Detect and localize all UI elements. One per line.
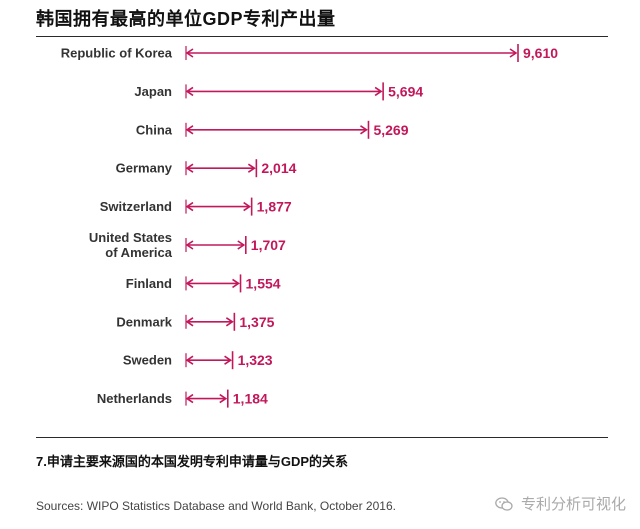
top-rule xyxy=(36,36,608,37)
category-label: United States of America xyxy=(89,230,173,260)
value-label: 1,375 xyxy=(239,314,274,330)
category-label: Finland xyxy=(126,276,172,291)
category-label: Germany xyxy=(116,161,173,176)
bar xyxy=(185,159,258,178)
category-label: Sweden xyxy=(123,353,172,368)
category-label: Denmark xyxy=(116,314,172,329)
category-label: Republic of Korea xyxy=(61,46,173,61)
chart-title: 韩国拥有最高的单位GDP专利产出量 xyxy=(36,9,336,29)
category-label: Japan xyxy=(134,84,172,99)
value-label: 5,269 xyxy=(373,122,408,138)
chart-caption: 7.申请主要来源国的本国发明专利申请量与GDP的关系 xyxy=(36,454,349,469)
value-label: 2,014 xyxy=(261,160,296,176)
caption-rule xyxy=(36,437,608,438)
watermark: 专利分析可视化 xyxy=(494,493,626,514)
bar xyxy=(185,351,234,370)
bar-chart: Republic of Korea 9,610 Japan 5,694 China 5,2… xyxy=(61,44,558,408)
bar xyxy=(185,236,247,254)
watermark-text: 专利分析可视化 xyxy=(520,496,626,513)
value-label: 1,184 xyxy=(233,391,268,407)
value-label: 1,554 xyxy=(246,275,281,291)
bar xyxy=(185,44,519,62)
value-label: 1,323 xyxy=(238,352,273,368)
bar xyxy=(185,197,253,216)
value-label: 5,694 xyxy=(388,83,423,99)
category-label: Netherlands xyxy=(97,391,172,406)
source-note: Sources: WIPO Statistics Database and Wo… xyxy=(36,499,396,513)
category-label: China xyxy=(136,122,173,137)
value-label: 1,707 xyxy=(251,237,286,253)
value-label: 1,877 xyxy=(257,199,292,215)
wechat-icon xyxy=(494,497,513,511)
bar xyxy=(185,312,236,331)
bar xyxy=(185,82,384,101)
bar xyxy=(185,120,370,139)
value-label: 9,610 xyxy=(523,45,558,61)
category-label: Switzerland xyxy=(100,199,172,214)
bar xyxy=(185,274,242,293)
bar xyxy=(185,389,229,408)
